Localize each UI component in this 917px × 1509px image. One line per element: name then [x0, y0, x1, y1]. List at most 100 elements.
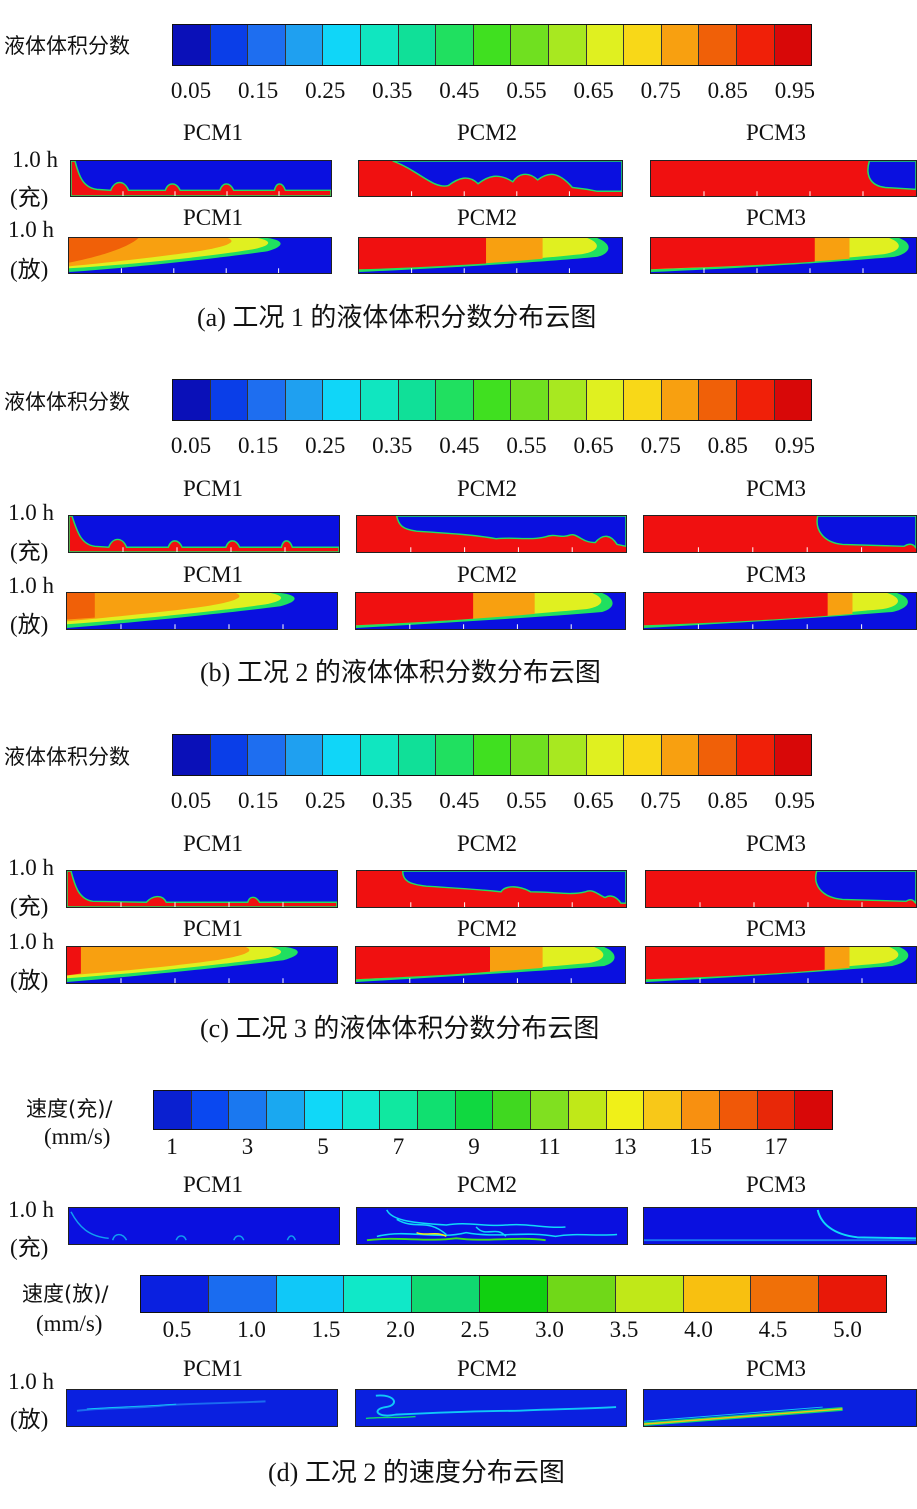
pcm-title: PCM2 — [456, 916, 518, 941]
colorbar-swatch — [380, 1091, 419, 1129]
colorbar-swatch — [547, 1276, 616, 1312]
colorbar-tick-label: 0.55 — [506, 433, 547, 458]
time-label: 1.0 h — [8, 855, 54, 880]
mode-label: (放) — [10, 968, 49, 993]
pcm-title: PCM2 — [456, 205, 518, 230]
time-label: 1.0 h — [8, 217, 54, 242]
pcm-title: PCM1 — [182, 562, 244, 587]
colorbar-swatch — [480, 1276, 548, 1312]
colorbar-tick-label: 0.65 — [573, 788, 614, 813]
contour-panel — [650, 237, 917, 274]
colorbar-swatch — [141, 1276, 209, 1312]
contour-panel — [650, 160, 917, 197]
pcm-title: PCM1 — [182, 120, 244, 145]
colorbar-tick-label: 9 — [468, 1134, 480, 1159]
colorbar-swatch — [719, 1091, 758, 1129]
colorbar-label: 液体体积分数 — [4, 745, 130, 769]
contour-panel — [356, 515, 627, 553]
colorbar-tick-label: 0.05 — [170, 433, 212, 458]
pcm-title: PCM2 — [456, 1356, 518, 1381]
colorbar-swatch — [511, 735, 549, 775]
colorbar-tick-label: 0.85 — [707, 78, 748, 103]
colorbar-swatch — [511, 380, 549, 420]
pcm-title: PCM3 — [745, 916, 807, 941]
colorbar-swatch — [736, 380, 775, 420]
colorbar-swatch — [285, 380, 324, 420]
colorbar-tick-label: 5 — [317, 1134, 329, 1159]
time-label: 1.0 h — [8, 929, 54, 954]
contour-panel — [358, 237, 623, 274]
colorbar-swatch — [360, 380, 399, 420]
colorbar-tick-label: 1.5 — [311, 1317, 341, 1342]
colorbar-swatch — [173, 25, 211, 65]
colorbar-swatch — [795, 1091, 832, 1129]
pcm-title: PCM3 — [745, 120, 807, 145]
time-label: 1.0 h — [8, 500, 54, 525]
pcm-title: PCM1 — [182, 476, 244, 501]
colorbar-label: 速度(充)/ — [26, 1097, 113, 1121]
colorbar-tick-label: 0.65 — [573, 433, 614, 458]
contour-panel — [645, 946, 917, 984]
colorbar-tick-label: 0.65 — [573, 78, 614, 103]
colorbar-swatch — [683, 1276, 752, 1312]
colorbar-swatch — [586, 25, 625, 65]
colorbar-swatch — [412, 1276, 481, 1312]
contour-panel — [355, 592, 626, 630]
colorbar-swatch — [774, 735, 812, 775]
colorbar-swatch — [661, 735, 700, 775]
colorbar-swatch — [493, 1091, 532, 1129]
colorbar-tick-label: 4.0 — [684, 1317, 713, 1342]
colorbar-tick-label: 0.95 — [774, 433, 816, 458]
colorbar-swatch — [624, 380, 662, 420]
colorbar-swatch — [248, 735, 286, 775]
colorbar-tick-label: 0.15 — [237, 433, 279, 458]
colorbar-tick-label: 0.75 — [640, 433, 681, 458]
colorbar-swatch — [267, 1091, 305, 1129]
mode-label: (充) — [10, 539, 49, 564]
pcm-title: PCM3 — [745, 831, 807, 856]
colorbar-swatch — [736, 25, 775, 65]
colorbar-swatch — [304, 1091, 343, 1129]
speed-discharge-colorbar — [140, 1275, 887, 1313]
colorbar-swatch — [436, 735, 474, 775]
mode-label: (充) — [10, 1235, 49, 1260]
colorbar-swatch — [473, 25, 512, 65]
colorbar-tick-label: 0.25 — [305, 433, 346, 458]
time-label: 1.0 h — [12, 147, 58, 172]
colorbar-ticks: 1 3 5 7 9 11 13 15 17 — [0, 1134, 917, 1164]
colorbar-tick-label: 0.25 — [305, 78, 346, 103]
fraction-colorbar — [172, 379, 812, 421]
pcm-title: PCM1 — [182, 916, 244, 941]
colorbar-swatch — [173, 380, 211, 420]
colorbar-swatch — [210, 380, 249, 420]
colorbar-swatch — [774, 25, 812, 65]
colorbar-tick-label: 0.75 — [640, 788, 681, 813]
colorbar-swatch — [624, 735, 662, 775]
velocity-panel — [643, 1207, 917, 1245]
colorbar-label: 速度(放)/ — [22, 1282, 109, 1306]
contour-panel — [643, 592, 917, 630]
colorbar-swatch — [344, 1276, 413, 1312]
colorbar-tick-label: 0.25 — [305, 788, 346, 813]
colorbar-swatch — [757, 1091, 796, 1129]
colorbar-swatch — [511, 25, 549, 65]
velocity-panel — [68, 1207, 340, 1245]
colorbar-swatch — [586, 735, 625, 775]
colorbar-swatch — [323, 735, 361, 775]
colorbar-tick-label: 0.05 — [170, 788, 212, 813]
colorbar-unit: (mm/s) — [44, 1124, 111, 1149]
colorbar-tick-label: 0.35 — [372, 788, 413, 813]
mode-label: (充) — [10, 894, 49, 919]
contour-panel — [68, 237, 332, 274]
colorbar-swatch — [473, 735, 512, 775]
colorbar-swatch — [699, 735, 737, 775]
time-label: 1.0 h — [8, 1369, 54, 1394]
colorbar-swatch — [342, 1091, 381, 1129]
colorbar-tick-label: 3.0 — [535, 1317, 564, 1342]
pcm-title: PCM3 — [745, 562, 807, 587]
colorbar-swatch — [398, 380, 437, 420]
pcm-title: PCM3 — [745, 1172, 807, 1197]
colorbar-swatch — [248, 380, 286, 420]
pcm-title: PCM1 — [182, 1172, 244, 1197]
fraction-colorbar — [172, 24, 812, 66]
